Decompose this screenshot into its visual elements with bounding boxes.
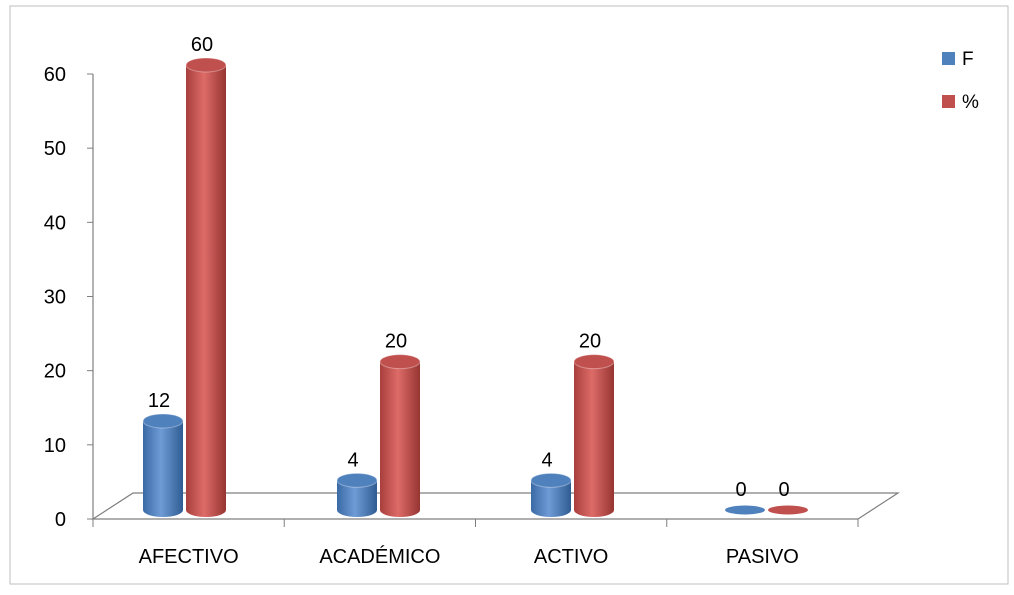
bar-top [142, 413, 184, 429]
bar-top [530, 472, 572, 488]
bar-body [143, 421, 183, 517]
bar-top [379, 354, 421, 370]
data-label: 4 [541, 449, 552, 471]
legend-swatch [942, 95, 955, 108]
bar-top [336, 472, 378, 488]
data-label: 20 [579, 331, 601, 353]
bar [768, 505, 808, 515]
x-tick-label: AFECTIVO [139, 546, 239, 568]
legend-label: % [962, 92, 979, 113]
bar-body [531, 480, 571, 517]
bar-body [380, 361, 420, 517]
y-tick-label: 0 [55, 509, 66, 531]
data-label: 4 [347, 449, 358, 471]
y-tick-label: 20 [44, 361, 66, 383]
bar-top [185, 57, 227, 73]
bar-top [573, 354, 615, 370]
floor-plane [90, 492, 901, 520]
bar [573, 354, 615, 517]
bar [379, 354, 421, 517]
x-tick-label: ACADÉMICO [319, 545, 440, 568]
bar [530, 472, 572, 517]
data-label: 12 [148, 390, 170, 412]
bars: 12 4 4 0 60 20 20 0 [142, 34, 808, 517]
legend-swatch [942, 52, 955, 65]
bar-body [186, 65, 226, 517]
bar-body [574, 361, 614, 517]
x-tick-label: ACTIVO [534, 546, 608, 568]
data-label: 0 [735, 479, 746, 501]
data-label: 60 [191, 34, 213, 56]
x-tick-label: PASIVO [726, 546, 799, 568]
bar [185, 57, 227, 517]
bar [336, 472, 378, 517]
bar [725, 505, 765, 515]
y-tick-label: 60 [44, 64, 66, 86]
legend: F% [942, 49, 979, 113]
bar-body [337, 480, 377, 517]
bar-zero-disc [725, 505, 765, 515]
y-tick-label: 50 [44, 138, 66, 160]
y-tick-label: 30 [44, 287, 66, 309]
y-tick-label: 10 [44, 435, 66, 457]
data-label: 20 [385, 331, 407, 353]
bar [142, 413, 184, 517]
data-label: 0 [778, 479, 789, 501]
legend-label: F [962, 49, 974, 70]
bar-zero-disc [768, 505, 808, 515]
y-tick-label: 40 [44, 212, 66, 234]
